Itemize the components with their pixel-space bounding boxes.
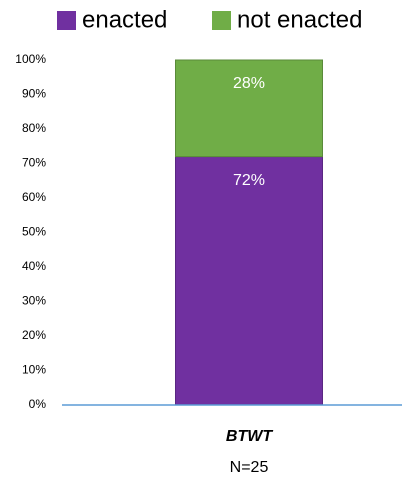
y-tick-label: 50% [22,225,46,239]
y-tick-label: 60% [22,190,46,204]
y-tick-label: 80% [22,121,46,135]
y-tick-label: 30% [22,294,46,308]
bar-segment [175,156,323,406]
y-tick-label: 20% [22,328,46,342]
legend-label: enacted [82,6,167,33]
legend-swatch [57,11,76,30]
y-tick-label: 70% [22,156,46,170]
y-tick-label: 10% [22,363,46,377]
data-label: 72% [233,172,265,189]
data-label: 28% [233,75,265,92]
category-note: N=25 [230,459,269,476]
y-tick-label: 100% [15,52,46,66]
legend-label: not enacted [237,6,362,33]
y-tick-label: 0% [29,397,47,411]
y-tick-label: 90% [22,87,46,101]
y-tick-label: 40% [22,259,46,273]
legend-swatch [212,11,231,30]
bar-segment [175,59,323,158]
x-tick-label: BTWT [226,428,273,445]
